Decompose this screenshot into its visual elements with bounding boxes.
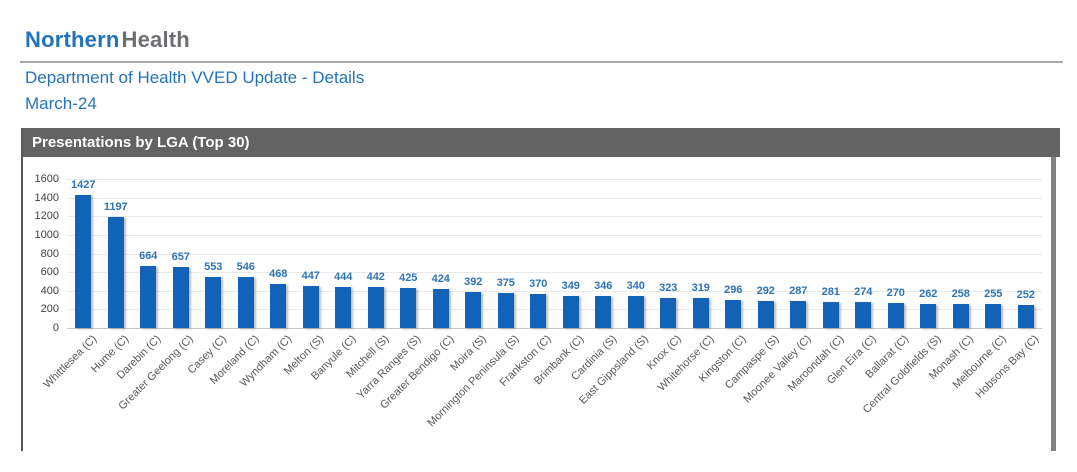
bar — [75, 195, 92, 328]
bar — [140, 266, 157, 328]
bar — [335, 286, 352, 328]
y-axis-tick-label: 600 — [40, 266, 59, 279]
report-period: March-24 — [25, 94, 97, 113]
bar-value-label: 392 — [464, 275, 483, 288]
bar — [595, 295, 612, 328]
x-axis-category-label: Whittlesea (C) — [40, 333, 99, 391]
bar-value-label: 296 — [724, 284, 743, 297]
y-axis-tick-label: 1000 — [34, 228, 59, 241]
bar-value-label: 346 — [594, 279, 613, 292]
x-axis-category-label: Hobsons Bay (C) — [973, 333, 1042, 401]
bar-value-label: 340 — [626, 280, 645, 293]
bar-value-label: 1197 — [103, 200, 128, 213]
gridline — [67, 197, 1042, 199]
bar-value-label: 468 — [269, 268, 288, 281]
bar-chart-area: 0 200 400 600 800 1000 1200 1400 1600 1427 Whittle… — [23, 157, 1056, 451]
bar — [952, 303, 969, 328]
bar — [1017, 304, 1034, 328]
bar-value-label: 370 — [529, 277, 548, 290]
logo-text-northern: Northern — [25, 27, 120, 52]
y-axis-tick-label: 0 — [52, 322, 59, 334]
y-axis-tick-label: 1400 — [34, 191, 59, 204]
bar — [270, 284, 287, 328]
gridline — [67, 309, 1042, 311]
chart-panel-title: Presentations by LGA (Top 30) — [23, 128, 1060, 157]
bar — [855, 302, 872, 328]
bar — [627, 296, 644, 328]
report-title: Department of Health VVED Update - Detai… — [25, 68, 365, 87]
bar-chart-plot: 0 200 400 600 800 1000 1200 1400 1600 1427 Whittle… — [35, 173, 1042, 429]
bar-value-label: 258 — [951, 287, 970, 300]
header-divider — [20, 61, 1063, 63]
bar-value-label: 546 — [236, 261, 255, 274]
bar — [920, 303, 937, 328]
chart-panel: Presentations by LGA (Top 30) 0 200 400 600… — [21, 128, 1060, 451]
bar-value-label: 262 — [919, 287, 938, 300]
bar — [757, 300, 774, 328]
bar-value-label: 664 — [139, 250, 158, 263]
bar — [172, 266, 189, 328]
bar — [985, 304, 1002, 328]
gridline — [67, 216, 1042, 218]
x-axis-line — [67, 328, 1042, 329]
bar-value-label: 425 — [399, 272, 418, 285]
y-axis-tick-label: 400 — [40, 284, 59, 297]
bar-value-label: 447 — [301, 270, 320, 283]
bar — [367, 286, 384, 328]
bar-value-label: 252 — [1016, 288, 1035, 301]
bar — [692, 298, 709, 328]
gridline — [67, 253, 1042, 255]
bar — [205, 276, 222, 328]
y-axis-tick-label: 800 — [40, 247, 59, 260]
bar-value-label: 287 — [789, 285, 808, 298]
bar — [302, 286, 319, 328]
bar-value-label: 255 — [984, 288, 1003, 301]
bar — [400, 288, 417, 328]
bar-value-label: 270 — [886, 286, 905, 299]
bar-value-label: 375 — [496, 277, 515, 290]
bar-value-label: 657 — [171, 250, 190, 263]
bar-value-label: 444 — [334, 270, 353, 283]
y-axis-tick-label: 1200 — [34, 210, 59, 223]
bar — [497, 293, 514, 328]
bar-value-label: 292 — [756, 284, 775, 297]
bar — [660, 297, 677, 328]
bar-value-label: 274 — [854, 286, 873, 299]
northern-health-logo: NorthernHealth — [25, 27, 1077, 53]
bar — [465, 291, 482, 328]
bar — [562, 295, 579, 328]
bar — [790, 301, 807, 328]
bar-value-label: 1427 — [71, 179, 96, 192]
bar — [432, 288, 449, 328]
gridline — [67, 234, 1042, 236]
bar — [530, 293, 547, 328]
bar — [725, 300, 742, 328]
bar-value-label: 319 — [691, 282, 710, 295]
bar-value-label: 281 — [821, 285, 840, 298]
bar-value-label: 442 — [366, 270, 385, 283]
logo-text-health: Health — [121, 27, 190, 52]
y-axis-tick-label: 200 — [40, 303, 59, 316]
bar — [887, 302, 904, 328]
gridline — [67, 272, 1042, 274]
bar — [822, 301, 839, 328]
gridline — [67, 290, 1042, 292]
y-axis-tick-label: 1600 — [34, 173, 59, 185]
gridline — [67, 179, 1042, 180]
bar — [107, 216, 124, 328]
bar-value-label: 553 — [204, 260, 223, 273]
bar — [237, 277, 254, 328]
bar-value-label: 424 — [431, 272, 450, 285]
bar-value-label: 349 — [561, 279, 580, 292]
bar-value-label: 323 — [659, 281, 678, 294]
